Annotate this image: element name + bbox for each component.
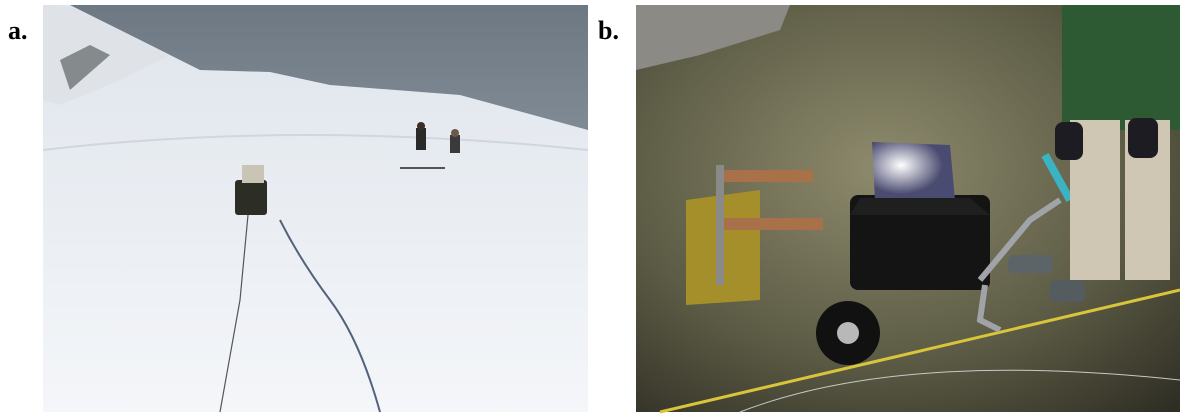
photo-ice-cave (636, 5, 1180, 414)
panel-label: a. (8, 16, 28, 45)
photo-snow-field (42, 5, 589, 413)
panel-label: b. (598, 16, 619, 45)
